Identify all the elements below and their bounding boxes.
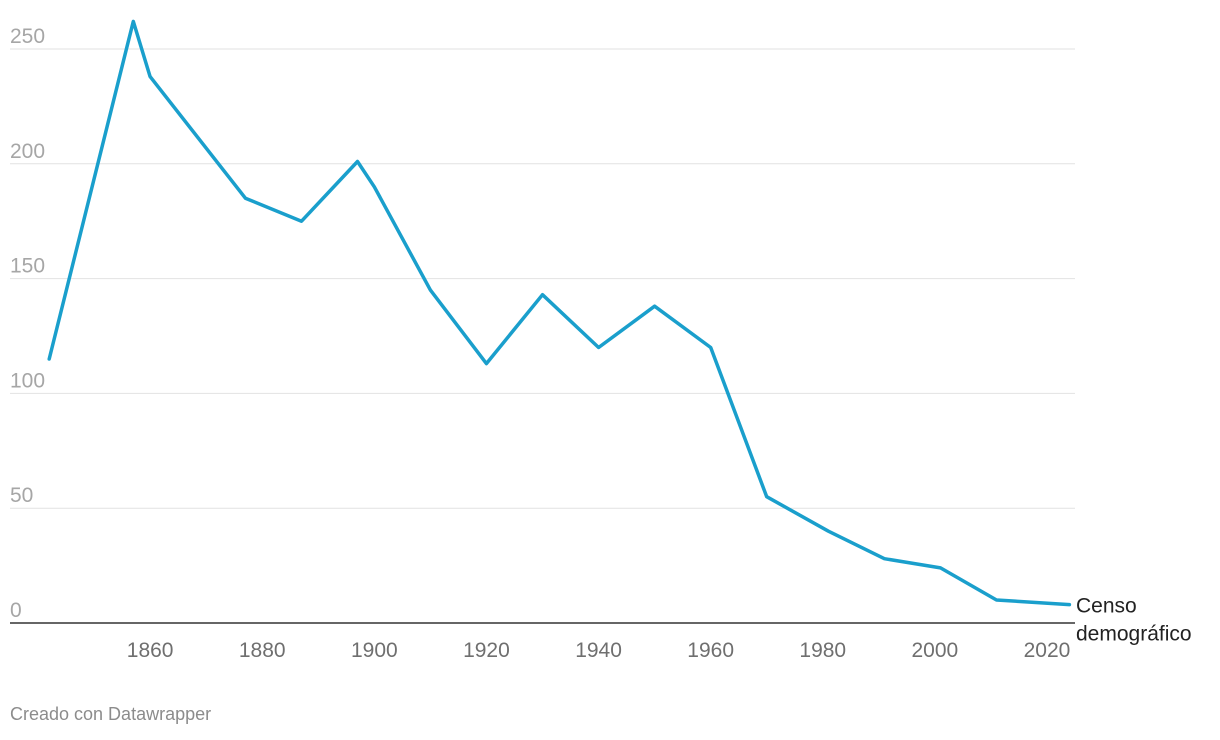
y-tick-label: 250 [10,25,45,48]
x-tick-label: 1860 [127,639,174,662]
y-tick-label: 50 [10,484,33,507]
x-tick-label: 1960 [687,639,734,662]
y-tick-label: 100 [10,369,45,392]
series-layer [47,19,1072,607]
gridlines [10,48,1075,509]
x-tick-label: 2020 [1024,639,1071,662]
series-label: Censo demográfico [1076,595,1192,646]
x-tick-label: 2000 [912,639,959,662]
line-chart: 0 50 100 150 200 250 1860 1880 1900 1920 1940 1960… [10,19,1192,662]
credit-text: Creado con Datawrapper [10,704,212,724]
x-tick-label: 1920 [463,639,510,662]
y-tick-label: 0 [10,599,22,622]
y-tick-label: 150 [10,255,45,278]
x-tick-label: 1900 [351,639,398,662]
x-axis-tick-labels: 1860 1880 1900 1920 1940 1960 1980 2000 2020 [127,639,1071,662]
x-tick-label: 1980 [799,639,846,662]
y-axis-tick-labels: 0 50 100 150 200 250 [10,25,45,622]
x-tick-label: 1880 [239,639,286,662]
x-tick-label: 1940 [575,639,622,662]
series-line [47,19,1072,607]
y-tick-label: 200 [10,140,45,163]
